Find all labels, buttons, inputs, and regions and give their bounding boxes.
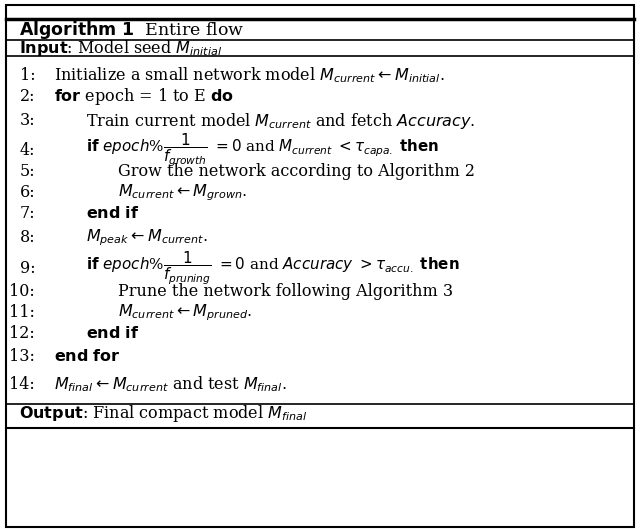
Text: $\mathbf{if}$ $\mathit{epoch}$%$\dfrac{1}{f_{growth}}$ $= 0$ and $M_{current}$ $: $\mathbf{if}$ $\mathit{epoch}$%$\dfrac{1…: [86, 131, 440, 169]
Text: Grow the network according to Algorithm 2: Grow the network according to Algorithm …: [118, 163, 476, 180]
Text: $\mathbf{Algorithm\ 1}$  Entire flow: $\mathbf{Algorithm\ 1}$ Entire flow: [19, 19, 244, 41]
Text: $\mathbf{end\ if}$: $\mathbf{end\ if}$: [86, 205, 140, 222]
Text: 9:: 9:: [20, 260, 35, 277]
Text: Prune the network following Algorithm 3: Prune the network following Algorithm 3: [118, 282, 454, 300]
Text: $\mathbf{end\ for}$: $\mathbf{end\ for}$: [54, 348, 121, 365]
Text: Train current model $M_{current}$ and fetch $\mathit{Accuracy}.$: Train current model $M_{current}$ and fe…: [86, 111, 476, 131]
Text: $\mathbf{Output}$: Final compact model $M_{final}$: $\mathbf{Output}$: Final compact model $…: [19, 403, 308, 425]
FancyBboxPatch shape: [6, 5, 634, 527]
Text: 4:: 4:: [20, 142, 35, 159]
Text: $\mathbf{Input}$: Model seed $M_{initial}$: $\mathbf{Input}$: Model seed $M_{initial…: [19, 38, 223, 59]
Text: 7:: 7:: [20, 205, 35, 222]
Text: 8:: 8:: [20, 229, 35, 246]
Text: 14:: 14:: [10, 376, 35, 393]
Text: $\mathbf{for}$ epoch = 1 to E $\mathbf{do}$: $\mathbf{for}$ epoch = 1 to E $\mathbf{d…: [54, 86, 234, 107]
Text: 13:: 13:: [10, 348, 35, 365]
Text: $M_{current} \leftarrow M_{pruned}.$: $M_{current} \leftarrow M_{pruned}.$: [118, 302, 253, 322]
Text: $M_{final} \leftarrow M_{current}$ and test $M_{final}.$: $M_{final} \leftarrow M_{current}$ and t…: [54, 374, 287, 394]
Text: 2:: 2:: [20, 88, 35, 105]
Text: $M_{current} \leftarrow M_{grown}.$: $M_{current} \leftarrow M_{grown}.$: [118, 182, 248, 203]
Text: 12:: 12:: [10, 325, 35, 342]
Text: 5:: 5:: [20, 163, 35, 180]
Text: 11:: 11:: [10, 304, 35, 321]
Text: $\mathbf{end\ if}$: $\mathbf{end\ if}$: [86, 325, 140, 342]
Text: 1:: 1:: [20, 67, 35, 84]
Text: $M_{peak} \leftarrow M_{current}.$: $M_{peak} \leftarrow M_{current}.$: [86, 228, 208, 248]
Text: $\mathbf{if}$ $\mathit{epoch}$%$\dfrac{1}{f_{pruning}}$ $= 0$ and $\mathit{Accur: $\mathbf{if}$ $\mathit{epoch}$%$\dfrac{1…: [86, 250, 460, 287]
Text: 10:: 10:: [10, 282, 35, 300]
Text: 3:: 3:: [20, 112, 35, 129]
Text: Initialize a small network model $M_{current} \leftarrow M_{initial}.$: Initialize a small network model $M_{cur…: [54, 65, 445, 86]
Text: 6:: 6:: [20, 184, 35, 201]
